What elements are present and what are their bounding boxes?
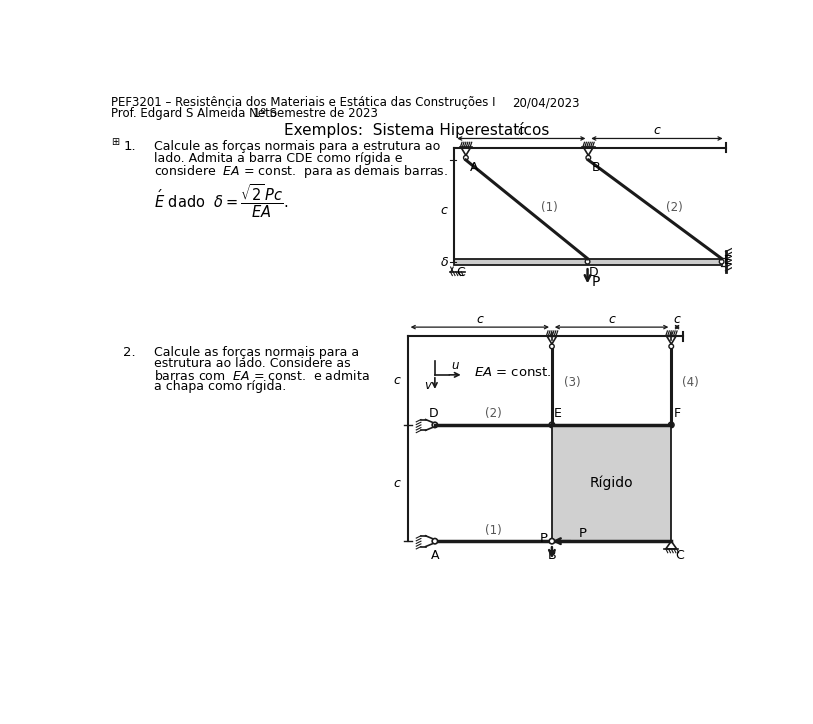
Text: D: D <box>589 266 598 279</box>
Text: 1.: 1. <box>124 140 136 153</box>
Text: lado. Admita a barra CDE como rígida e: lado. Admita a barra CDE como rígida e <box>154 151 402 164</box>
Circle shape <box>668 422 674 428</box>
Text: PEF3201 – Resistência dos Materiais e Estática das Construções I: PEF3201 – Resistência dos Materiais e Es… <box>111 96 495 109</box>
Text: E: E <box>554 406 561 419</box>
Text: barras com  $EA$ = const.  e admita: barras com $EA$ = const. e admita <box>154 369 370 383</box>
Text: v: v <box>424 379 431 392</box>
Text: u: u <box>451 359 459 372</box>
Text: c: c <box>518 124 524 137</box>
Text: $EA$ = const.: $EA$ = const. <box>474 366 551 379</box>
Text: Calcule as forças normais para a estrutura ao: Calcule as forças normais para a estrutu… <box>154 140 441 153</box>
Bar <box>552 425 672 541</box>
Text: (1): (1) <box>541 201 558 214</box>
Text: B: B <box>592 161 601 174</box>
Text: A: A <box>470 161 478 174</box>
Circle shape <box>550 539 554 544</box>
Text: Rígido: Rígido <box>589 476 633 490</box>
Text: c: c <box>674 313 680 326</box>
Text: c: c <box>393 374 400 387</box>
Text: Calcule as forças normais para a: Calcule as forças normais para a <box>154 345 359 358</box>
Text: E: E <box>724 254 732 267</box>
Text: estrutura ao lado. Considere as: estrutura ao lado. Considere as <box>154 357 351 370</box>
Text: (1): (1) <box>485 523 502 536</box>
Bar <box>454 258 722 265</box>
Text: (4): (4) <box>682 376 699 390</box>
Circle shape <box>433 539 437 544</box>
Text: (3): (3) <box>564 376 581 390</box>
Text: F: F <box>674 406 680 419</box>
Text: c: c <box>476 313 483 326</box>
Text: c: c <box>440 204 447 217</box>
Text: $\delta$: $\delta$ <box>440 256 449 269</box>
Text: ⊞: ⊞ <box>111 137 119 147</box>
Text: 1º Semestre de 2023: 1º Semestre de 2023 <box>253 107 377 120</box>
Text: c: c <box>654 124 660 137</box>
Text: C: C <box>675 549 684 562</box>
Text: B: B <box>548 549 556 562</box>
Text: a chapa como rígida.: a chapa como rígida. <box>154 380 286 393</box>
Text: P: P <box>591 274 600 289</box>
Circle shape <box>720 259 724 264</box>
Circle shape <box>585 259 590 264</box>
Text: A: A <box>431 549 439 562</box>
Text: (2): (2) <box>485 406 502 419</box>
Text: $\acute{E}$ dado  $\delta = \dfrac{\sqrt{2}\,Pc}{EA}$.: $\acute{E}$ dado $\delta = \dfrac{\sqrt{… <box>154 182 289 220</box>
Text: 2.: 2. <box>124 345 136 358</box>
Circle shape <box>550 422 554 428</box>
Text: 20/04/2023: 20/04/2023 <box>512 96 580 109</box>
Circle shape <box>433 422 437 428</box>
Text: Exemplos:  Sistema Hiperestatícos: Exemplos: Sistema Hiperestatícos <box>284 122 549 138</box>
Text: considere  $EA$ = const.  para as demais barras.: considere $EA$ = const. para as demais b… <box>154 163 449 180</box>
Text: P: P <box>579 526 587 539</box>
Text: C: C <box>457 266 465 279</box>
Text: Prof. Edgard S Almeida Neto: Prof. Edgard S Almeida Neto <box>111 107 277 120</box>
Text: P: P <box>539 532 547 545</box>
Text: c: c <box>608 313 615 326</box>
Text: D: D <box>428 406 438 419</box>
Text: (2): (2) <box>666 201 683 214</box>
Text: c: c <box>393 476 400 489</box>
